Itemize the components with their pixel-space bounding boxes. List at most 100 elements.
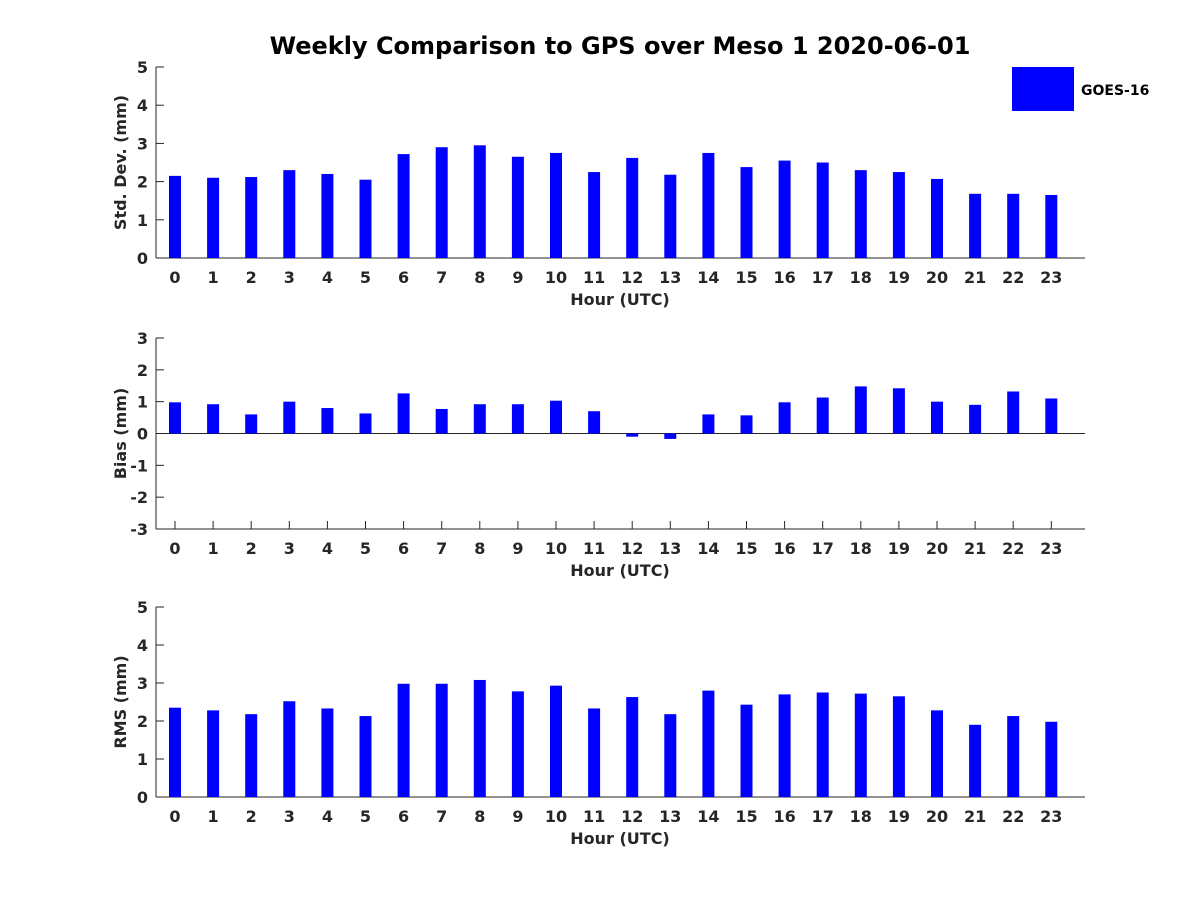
bias-bar-hour-20 [931,401,943,434]
std-y-tick-label: 1 [137,211,148,230]
rms-bar-hour-22 [1007,716,1020,797]
std-x-tick-label: 22 [1002,268,1024,287]
bias-x-tick-label: 16 [773,539,795,558]
rms-bar-hour-20 [931,710,943,797]
std-bar-hour-2 [245,177,258,258]
rms-x-tick-label: 8 [474,807,485,826]
std-bar-hour-7 [435,147,448,258]
rms-x-tick-label: 1 [208,807,219,826]
bias-bar-hour-15 [740,415,753,434]
rms-x-tick-label: 12 [621,807,643,826]
std-bar-hour-8 [473,145,486,258]
std-y-tick-label: 5 [137,58,148,77]
std-bar-hour-14 [702,152,715,258]
bias-x-tick-label: 21 [964,539,986,558]
bias-x-tick-label: 19 [888,539,910,558]
std-x-tick-label: 23 [1040,268,1062,287]
bias-bar-hour-22 [1007,391,1020,434]
rms-y-tick-label: 3 [137,674,148,693]
std-x-tick-label: 6 [398,268,409,287]
rms-bar-hour-19 [892,696,905,797]
bias-x-tick-label: 22 [1002,539,1024,558]
rms-x-tick-label: 16 [773,807,795,826]
bias-bar-hour-19 [892,388,905,434]
bias-x-tick-label: 12 [621,539,643,558]
rms-bar-hour-10 [550,685,562,797]
rms-bar-hour-23 [1045,721,1058,797]
bias-x-tick-label: 4 [322,539,333,558]
legend: GOES-16 [1012,67,1149,111]
std-bar-hour-22 [1007,193,1020,258]
bias-x-tick-label: 15 [735,539,757,558]
bias-bar-hour-9 [511,404,524,434]
std-y-tick-label: 4 [137,96,148,115]
rms-bar-hour-16 [778,694,791,797]
bias-bar-hour-7 [435,408,448,434]
bias-y-tick-label: -2 [130,488,148,507]
bias-y-tick-label: 1 [137,393,148,412]
rms-x-tick-label: 6 [398,807,409,826]
rms-x-tick-label: 17 [812,807,834,826]
bias-x-label: Hour (UTC) [570,561,670,580]
bias-y-tick-label: 0 [137,425,148,444]
std-bar-hour-17 [816,162,829,258]
rms-x-tick-label: 23 [1040,807,1062,826]
bias-y-tick-label: 3 [137,329,148,348]
std-x-tick-label: 15 [735,268,757,287]
rms-bar-hour-6 [397,683,410,797]
bias-x-tick-label: 8 [474,539,485,558]
rms-x-tick-label: 10 [545,807,567,826]
rms-y-tick-label: 4 [137,636,148,655]
rms-x-tick-label: 3 [284,807,295,826]
rms-bar-hour-1 [207,710,220,797]
rms-bar-hour-17 [816,692,829,797]
rms-bar-hour-15 [740,704,753,797]
bias-bar-hour-2 [245,414,258,434]
bias-x-tick-label: 23 [1040,539,1062,558]
rms-bar-hour-7 [435,683,448,797]
std-x-tick-label: 20 [926,268,948,287]
bias-bar-hour-4 [321,408,334,434]
bias-x-tick-label: 7 [436,539,447,558]
bias-bar-hour-18 [854,386,867,434]
std-bar-hour-11 [588,172,601,258]
rms-x-tick-label: 7 [436,807,447,826]
std-bar-hour-19 [892,172,905,258]
bias-bar-hour-5 [359,413,372,434]
rms-bar-hour-2 [245,714,258,797]
bias-bar-hour-13 [664,433,677,439]
bias-x-tick-label: 20 [926,539,948,558]
std-x-tick-label: 10 [545,268,567,287]
rms-x-tick-label: 20 [926,807,948,826]
rms-x-tick-label: 4 [322,807,333,826]
bias-x-tick-label: 5 [360,539,371,558]
std-x-tick-label: 18 [850,268,872,287]
rms-x-tick-label: 0 [169,807,180,826]
rms-y-tick-label: 1 [137,750,148,769]
std-x-tick-label: 9 [512,268,523,287]
std-x-tick-label: 5 [360,268,371,287]
bias-x-tick-label: 13 [659,539,681,558]
std-bar-hour-6 [397,154,410,258]
bias-x-tick-label: 17 [812,539,834,558]
std-bar-hour-3 [283,170,296,258]
rms-y-tick-label: 2 [137,712,148,731]
rms-x-tick-label: 2 [246,807,257,826]
rms-x-tick-label: 5 [360,807,371,826]
rms-x-tick-label: 11 [583,807,605,826]
std-y-tick-label: 2 [137,173,148,192]
std-bar-hour-21 [969,193,982,258]
bias-x-tick-label: 10 [545,539,567,558]
std-bar-hour-4 [321,173,334,258]
rms-x-tick-label: 15 [735,807,757,826]
std-y-tick-label: 0 [137,249,148,268]
bias-x-tick-label: 2 [246,539,257,558]
std-x-tick-label: 1 [208,268,219,287]
rms-bar-hour-12 [626,697,639,797]
bias-y-tick-label: -3 [130,520,148,539]
rms-bar-hour-5 [359,716,372,797]
rms-x-tick-label: 21 [964,807,986,826]
bias-bar-hour-12 [626,433,639,437]
